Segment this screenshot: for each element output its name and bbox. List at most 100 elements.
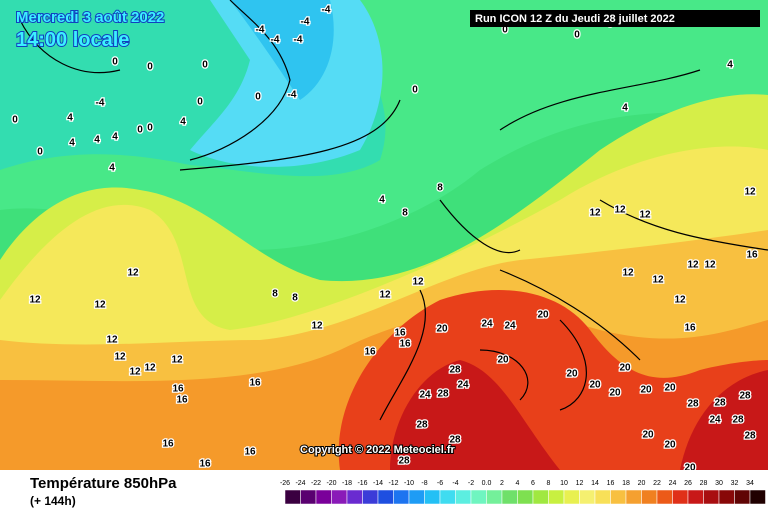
contour-label: 20: [566, 369, 578, 380]
contour-label: 8: [272, 289, 278, 300]
contour-label: 16: [199, 459, 211, 470]
contour-label: 8: [292, 293, 298, 304]
scale-label: -16: [357, 480, 367, 487]
contour-label: -4: [256, 25, 265, 36]
contour-label: -4: [322, 5, 331, 16]
contour-label: 24: [481, 319, 493, 330]
contour-label: 20: [640, 385, 652, 396]
scale-label: 8: [547, 480, 551, 487]
contour-label: -4: [294, 35, 303, 46]
color-swatch: [455, 489, 472, 505]
scale-label: 34: [746, 480, 754, 487]
contour-label: 16: [244, 447, 256, 458]
lead-time: (+ 144h): [30, 494, 76, 508]
color-swatch: [315, 489, 332, 505]
very-hot-zone: [390, 360, 560, 470]
contour-label: 0: [574, 30, 580, 41]
color-swatch: [439, 489, 456, 505]
scale-label: 4: [516, 480, 520, 487]
color-swatch: [501, 489, 518, 505]
color-swatch: [548, 489, 565, 505]
scale-label: 22: [653, 480, 661, 487]
scale-label: -10: [404, 480, 414, 487]
contour-label: 4: [112, 132, 118, 143]
valid-date: Mercredi 3 août 2022: [16, 9, 164, 26]
contour-label: 12: [94, 300, 106, 311]
scale-label: -12: [388, 480, 398, 487]
coastlines: [19, 0, 768, 421]
scale-label: -20: [326, 480, 336, 487]
contour-label: 12: [744, 187, 756, 198]
contour-label: 24: [709, 415, 721, 426]
contour-label: 8: [402, 208, 408, 219]
contour-label: 12: [412, 277, 424, 288]
scale-label: 10: [560, 480, 568, 487]
color-swatch: [749, 489, 766, 505]
color-swatch: [734, 489, 751, 505]
contour-label: 12: [114, 352, 126, 363]
contour-label: 0: [197, 97, 203, 108]
contour-label: 28: [744, 431, 756, 442]
contour-label: 0: [112, 57, 118, 68]
contour-label: 12: [171, 355, 183, 366]
run-box: [470, 10, 760, 27]
contour-label: 12: [687, 260, 699, 271]
scale-label: 24: [669, 480, 677, 487]
contour-label: 0: [502, 25, 508, 36]
contour-label: -4: [271, 35, 280, 46]
very-hot-zone-east: [680, 370, 768, 470]
contour-label: 20: [436, 324, 448, 335]
scale-label: 20: [638, 480, 646, 487]
color-swatch: [346, 489, 363, 505]
contour-label: 28: [687, 399, 699, 410]
contour-label: 28: [398, 456, 410, 467]
scale-label: 14: [591, 480, 599, 487]
scale-label: -8: [421, 480, 427, 487]
contour-label: 28: [449, 435, 461, 446]
contour-label: 12: [379, 290, 391, 301]
contour-label: 12: [589, 208, 601, 219]
color-swatch: [470, 489, 487, 505]
color-scale: -26 -24 -22 -20 -18 -16 -14 -12 -10 -8 -6 -4 -2 0.0 2 4…: [280, 480, 766, 505]
contour-label: 12: [106, 335, 118, 346]
contour-label: 4: [727, 60, 733, 71]
cold-zone: [190, 0, 383, 167]
contour-label: 0: [412, 85, 418, 96]
scale-label: 12: [576, 480, 584, 487]
contour-label: 12: [652, 275, 664, 286]
contour-label: 16: [176, 395, 188, 406]
contour-label: 12: [704, 260, 716, 271]
contour-label: 28: [416, 420, 428, 431]
scale-label: -14: [373, 480, 383, 487]
scale-label: -26: [280, 480, 290, 487]
scale-label: 30: [715, 480, 723, 487]
color-swatch: [486, 489, 503, 505]
scale-label: -2: [468, 480, 474, 487]
contour-label: 16: [172, 384, 184, 395]
contour-label: 4: [622, 103, 628, 114]
color-swatch: [625, 489, 642, 505]
contour-label: 0: [202, 60, 208, 71]
contour-label: 16: [684, 323, 696, 334]
color-swatch: [641, 489, 658, 505]
contour-label: 4: [67, 113, 73, 124]
map: [0, 0, 768, 470]
contour-label: -4: [301, 17, 310, 28]
contour-label: 28: [714, 398, 726, 409]
contour-label: -4: [288, 90, 297, 101]
contour-label: 24: [419, 390, 431, 401]
valid-time: 14:00 locale: [16, 29, 129, 51]
scale-label: 0.0: [482, 480, 492, 487]
color-swatch: [284, 489, 301, 505]
scale-label: -4: [452, 480, 458, 487]
contour-label: 4: [180, 117, 186, 128]
color-swatch: [517, 489, 534, 505]
contour-label: 12: [622, 268, 634, 279]
contour-label: 0: [147, 62, 153, 73]
contour-label: 16: [399, 339, 411, 350]
color-swatch: [563, 489, 580, 505]
contour-label: 16: [394, 328, 406, 339]
scale-label: 32: [731, 480, 739, 487]
contour-label: 12: [674, 295, 686, 306]
